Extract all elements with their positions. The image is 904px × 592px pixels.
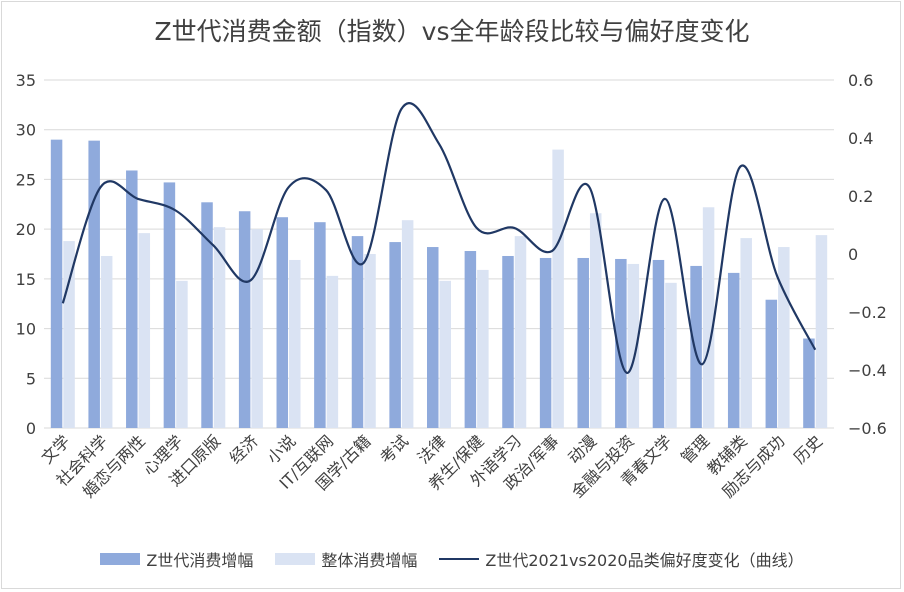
y-left-tick-label: 5 — [26, 369, 36, 388]
legend-swatch-overall — [275, 553, 316, 565]
bar-genz — [765, 299, 778, 428]
y-right-tick-label: −0.2 — [848, 303, 887, 322]
bar-overall — [439, 280, 451, 428]
bar-genz — [727, 272, 740, 428]
bar-overall — [589, 213, 602, 428]
legend-swatch-genz — [100, 553, 141, 565]
bar-overall — [552, 149, 564, 428]
bar-genz — [351, 236, 364, 428]
legend-item-genz: Z世代消费增幅 — [100, 547, 253, 571]
bar-genz — [690, 265, 702, 428]
bar-genz — [615, 258, 627, 428]
bar-genz — [539, 257, 552, 428]
bar-genz — [464, 251, 477, 428]
y-right-tick-label: 0.6 — [848, 71, 873, 90]
legend-label-overall: 整体消费增幅 — [321, 551, 418, 570]
bar-genz — [201, 202, 213, 428]
bar-genz — [276, 217, 289, 428]
bar-overall — [778, 247, 790, 428]
y-left-tick-label: 35 — [16, 71, 36, 90]
y-right-tick-label: 0.2 — [848, 187, 873, 206]
y-right-tick-label: 0.4 — [848, 129, 873, 148]
bar-overall — [702, 207, 715, 428]
bar-overall — [627, 263, 640, 428]
y-left-tick-label: 0 — [26, 419, 36, 438]
preference-change-line — [61, 102, 817, 375]
bar-overall — [213, 227, 226, 428]
bar-overall — [326, 275, 339, 428]
bar-genz — [126, 170, 138, 429]
y-left-tick-label: 10 — [16, 320, 36, 339]
y-left-tick-label: 30 — [16, 121, 36, 140]
y-right-tick-label: −0.4 — [848, 361, 887, 380]
bar-overall — [477, 269, 489, 428]
legend-label-genz: Z世代消费增幅 — [146, 551, 254, 570]
y-left-tick-label: 15 — [16, 270, 36, 289]
bar-genz — [389, 242, 401, 428]
bar-genz — [652, 259, 665, 428]
bar-overall — [740, 238, 752, 428]
bar-genz — [163, 182, 176, 428]
bar-overall — [176, 280, 188, 428]
bar-genz — [803, 338, 815, 428]
legend: Z世代消费增幅 整体消费增幅 Z世代2021vs2020品类偏好度变化（曲线） — [0, 547, 904, 571]
bar-overall — [63, 241, 75, 428]
bar-overall — [665, 282, 677, 428]
bar-overall — [401, 220, 414, 428]
bar-overall — [289, 259, 301, 428]
bar-genz — [238, 211, 251, 428]
legend-label-line: Z世代2021vs2020品类偏好度变化（曲线） — [485, 551, 804, 570]
bar-overall — [138, 233, 151, 428]
bar-overall — [514, 236, 527, 428]
legend-item-overall: 整体消费增幅 — [275, 547, 417, 571]
bar-genz — [50, 139, 63, 428]
y-right-tick-label: −0.6 — [848, 419, 887, 438]
bar-overall — [364, 254, 376, 428]
bar-overall — [251, 229, 263, 428]
y-right-tick-label: 0 — [848, 245, 858, 264]
bar-overall — [815, 235, 828, 428]
x-category-label: 历史 — [790, 431, 826, 467]
bar-genz — [427, 247, 439, 428]
legend-swatch-line — [439, 558, 480, 560]
legend-item-line: Z世代2021vs2020品类偏好度变化（曲线） — [439, 547, 804, 571]
bar-genz — [577, 257, 589, 428]
bar-overall — [100, 255, 113, 428]
bar-genz — [314, 222, 326, 428]
x-category-label: 经济 — [226, 431, 262, 467]
y-left-tick-label: 25 — [16, 170, 36, 189]
bar-genz — [502, 255, 514, 428]
x-category-label: 考试 — [376, 431, 412, 467]
y-left-tick-label: 20 — [16, 220, 36, 239]
bar-genz — [88, 140, 100, 428]
chart-title: Z世代消费金额（指数）vs全年龄段比较与偏好度变化 — [154, 17, 750, 46]
